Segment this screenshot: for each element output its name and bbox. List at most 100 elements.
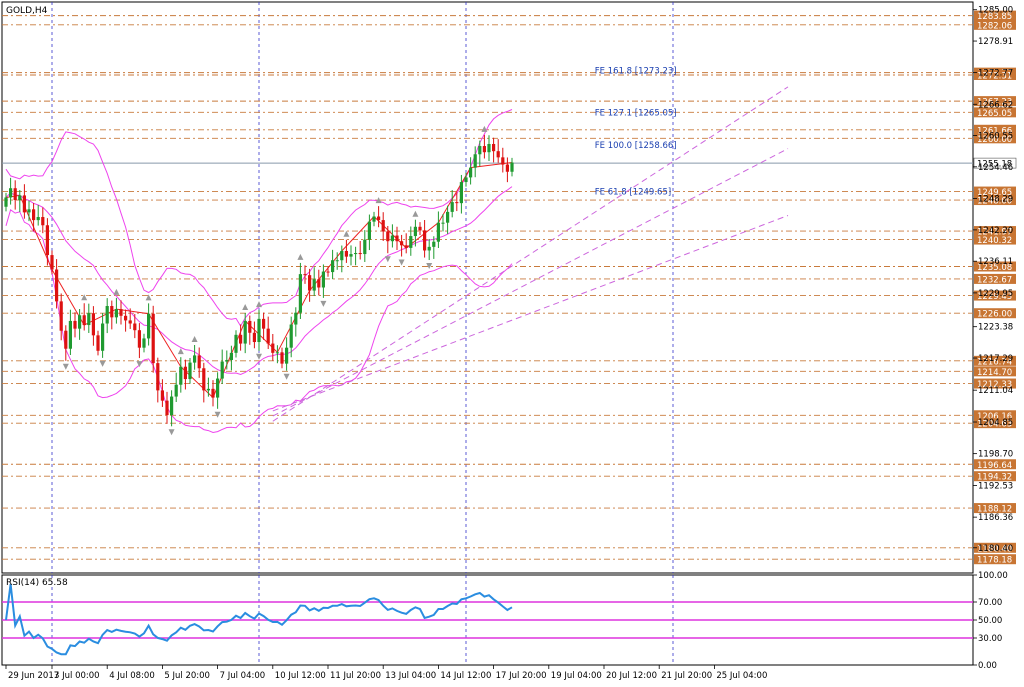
candle-body-3: [18, 195, 22, 201]
level-tag-4: [974, 96, 1016, 107]
candle-body-4: [22, 195, 26, 213]
level-label-13: 1232.67: [977, 275, 1012, 285]
level-label-0: 1283.85: [977, 12, 1012, 22]
level-label-18: 1212.33: [977, 380, 1012, 390]
candle-body-63: [294, 312, 298, 325]
candle-body-54: [252, 332, 256, 343]
fractal-up-17: [81, 294, 88, 301]
candle-body-10: [50, 255, 54, 270]
rsi-tick-3: 30.00: [978, 634, 1002, 644]
candle-body-100: [464, 177, 468, 183]
level-tag-22: [974, 471, 1016, 482]
candle-body-61: [285, 347, 289, 364]
candle-body-85: [395, 235, 399, 242]
level-label-7: 1260.00: [977, 135, 1012, 145]
level-label-11: 1240.32: [977, 236, 1012, 246]
level-tag-3: [974, 69, 1016, 80]
candle-body-8: [41, 217, 45, 226]
fractal-down-55: [256, 353, 262, 360]
candle-body-107: [496, 151, 500, 158]
price-tick-10: 1223.38: [978, 323, 1013, 333]
candle-body-35: [165, 400, 169, 416]
level-tag-5: [974, 107, 1016, 118]
candle-body-93: [432, 241, 436, 247]
candle-body-70: [326, 271, 330, 273]
level-tag-14: [974, 290, 1016, 301]
candle-body-29: [137, 330, 141, 348]
level-label-6: 1261.66: [977, 126, 1012, 136]
candle-body-13: [64, 330, 68, 349]
candle-body-45: [211, 388, 215, 398]
level-label-20: 1204.63: [977, 420, 1012, 430]
fractal-down-46: [214, 411, 221, 418]
level-label-17: 1214.70: [977, 368, 1012, 378]
candle-body-78: [363, 239, 367, 255]
level-label-9: 1248.00: [977, 197, 1012, 207]
fractal-up-24: [113, 288, 120, 295]
time-tick-3: 5 Jul 20:00: [164, 671, 210, 681]
candle-body-82: [381, 220, 385, 232]
level-label-16: 1216.74: [977, 357, 1012, 367]
level-tag-9: [974, 195, 1016, 206]
candle-body-57: [266, 328, 270, 344]
level-label-15: 1226.00: [977, 310, 1012, 320]
fractal-up-104: [481, 125, 488, 132]
price-tick-4: 1260.55: [978, 131, 1013, 141]
trend-line-0: [272, 86, 789, 422]
candle-body-1: [9, 188, 13, 198]
fractal-up-41: [191, 336, 198, 343]
candle-body-101: [469, 167, 473, 178]
candle-body-60: [280, 352, 284, 364]
level-tag-13: [974, 273, 1016, 284]
fractal-down-83: [384, 256, 391, 263]
candle-body-21: [101, 323, 105, 351]
candle-body-83: [386, 231, 390, 242]
time-tick-13: 25 Jul 04:00: [716, 671, 767, 681]
candle-body-16: [78, 315, 82, 329]
level-label-21: 1196.64: [977, 461, 1012, 471]
price-tick-2: 1272.77: [978, 69, 1013, 79]
fe-label-1: FE 127.1 [1265.05]: [595, 108, 677, 118]
candle-body-38: [179, 366, 183, 385]
candle-body-105: [487, 143, 491, 153]
level-label-3: 1272.31: [977, 71, 1012, 81]
candle-body-33: [156, 363, 160, 391]
candle-body-18: [87, 313, 91, 326]
candle-body-67: [312, 279, 316, 291]
trend-line-1: [272, 148, 789, 417]
candle-body-109: [505, 164, 509, 172]
time-tick-8: 14 Jul 12:00: [440, 671, 491, 681]
candle-body-40: [188, 362, 192, 380]
level-tag-1: [974, 19, 1016, 30]
rsi-tick-2: 50.00: [978, 616, 1002, 626]
fe-label-2: FE 100.0 [1258.66]: [595, 141, 677, 151]
rsi-title: RSI(14) 65.58: [6, 578, 68, 588]
candle-body-43: [202, 368, 206, 391]
rsi-tick-0: 100.00: [978, 571, 1008, 581]
fe-label-3: FE 61.8 [1249.65]: [595, 188, 671, 198]
level-tag-20: [974, 418, 1016, 429]
fractal-down-86: [398, 259, 405, 266]
candle-body-86: [400, 241, 404, 246]
candle-body-50: [234, 334, 238, 353]
candle-body-97: [450, 202, 454, 212]
level-tag-24: [974, 542, 1016, 553]
level-tag-10: [974, 226, 1016, 237]
candle-body-42: [197, 355, 201, 369]
candle-body-110: [510, 162, 514, 172]
fractal-down-13: [62, 363, 69, 370]
candle-body-24: [114, 309, 118, 318]
level-tag-6: [974, 124, 1016, 135]
candle-body-79: [367, 221, 371, 240]
level-tag-23: [974, 503, 1016, 514]
candle-body-66: [308, 275, 312, 291]
time-tick-5: 10 Jul 12:00: [275, 671, 326, 681]
candle-body-80: [372, 216, 376, 222]
fractal-up-64: [297, 253, 304, 260]
candle-body-39: [183, 366, 187, 380]
fractal-up-74: [343, 230, 350, 237]
main-frame: [1, 1, 974, 574]
price-tick-1: 1278.91: [978, 37, 1013, 47]
candle-body-59: [275, 352, 279, 354]
candle-body-84: [390, 235, 394, 242]
